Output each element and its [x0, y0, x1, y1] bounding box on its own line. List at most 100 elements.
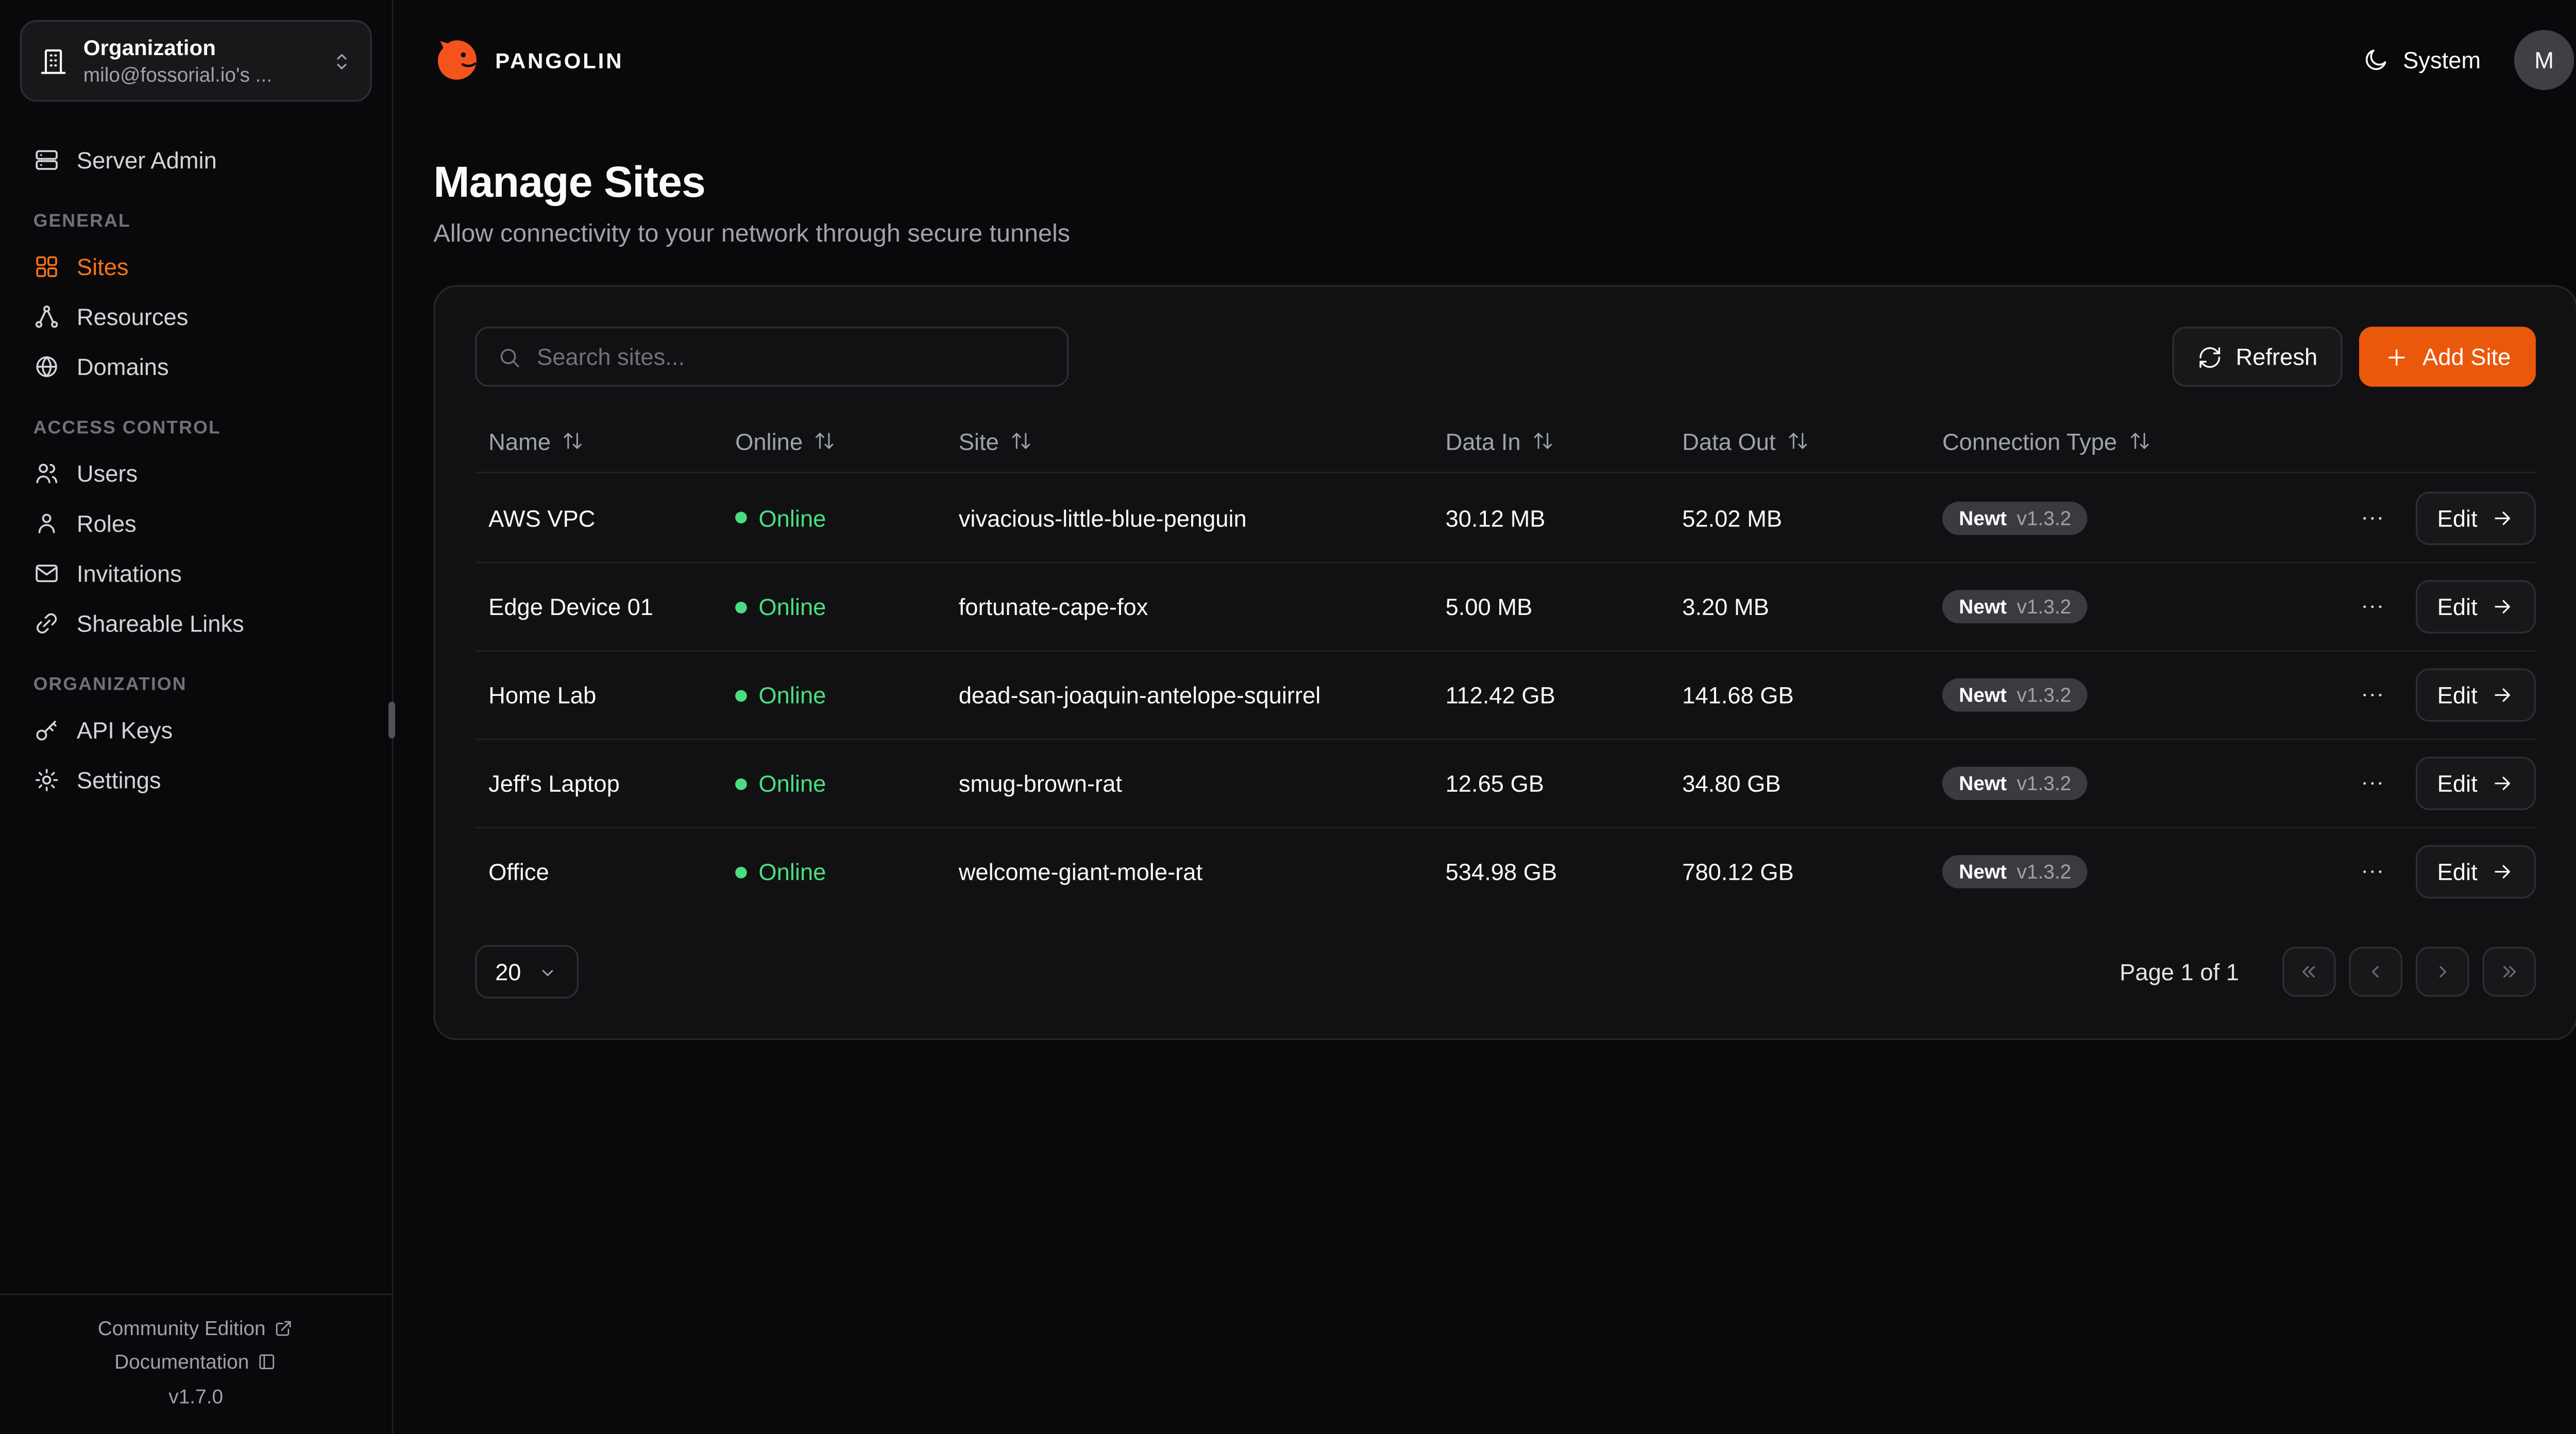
add-site-button[interactable]: Add Site [2359, 327, 2536, 387]
org-title: Organization [83, 35, 216, 60]
sidebar-item-shareable-links[interactable]: Shareable Links [20, 599, 372, 648]
page-subtitle: Allow connectivity to your network throu… [433, 220, 1071, 249]
site-slug: dead-san-joaquin-antelope-squirrel [958, 681, 1321, 709]
nav-section-organization: ORGANIZATION [33, 675, 187, 695]
sidebar-item-label: Settings [76, 766, 161, 794]
connection-name: Newt [1959, 683, 2007, 707]
connection-type-cell: Newt v1.3.2 [1929, 590, 2326, 624]
chevron-right-icon [2439, 966, 2447, 978]
table-header-row: Name Online Site Data In Data Out Connec… [475, 410, 2536, 474]
edit-button[interactable]: Edit [2415, 668, 2536, 722]
online-status: Online [722, 504, 945, 531]
community-edition-link[interactable]: Community Edition [0, 1312, 392, 1345]
online-label: Online [758, 593, 826, 620]
sidebar-item-sites[interactable]: Sites [20, 242, 372, 292]
brand[interactable]: PANGOLIN [433, 37, 623, 83]
connection-version: v1.3.2 [2016, 860, 2072, 884]
column-header-name[interactable]: Name [475, 428, 722, 454]
row-menu-button[interactable] [2352, 587, 2393, 627]
online-dot-icon [735, 689, 747, 701]
row-menu-button[interactable] [2352, 498, 2393, 538]
edit-button[interactable]: Edit [2415, 845, 2536, 899]
ellipsis-icon [2363, 870, 2382, 874]
sidebar-item-api-keys[interactable]: API Keys [20, 705, 372, 755]
data-out-value: 780.12 GB [1682, 858, 1794, 885]
edit-button[interactable]: Edit [2415, 580, 2536, 634]
site-name: AWS VPC [488, 504, 596, 531]
connection-name: Newt [1959, 772, 2007, 795]
sidebar-nav: Server Admin GENERAL Sites Resources Dom… [0, 122, 392, 1293]
column-header-data-out[interactable]: Data Out [1669, 428, 1929, 454]
edit-button[interactable]: Edit [2415, 491, 2536, 544]
table-row: Edge Device 01 Online fortunate-cape-fox… [475, 561, 2536, 651]
sidebar-resize-handle[interactable] [388, 702, 395, 739]
role-user-icon [38, 514, 55, 534]
org-switcher[interactable]: Organization milo@fossorial.io's ... [20, 20, 372, 102]
site-name: Edge Device 01 [488, 593, 654, 620]
sidebar-item-domains[interactable]: Domains [20, 342, 372, 391]
online-label: Online [758, 858, 826, 885]
card-toolbar: Refresh Add Site [475, 327, 2536, 387]
table-row: Jeff's Laptop Online smug-brown-rat 12.6… [475, 738, 2536, 827]
page-size-value: 20 [495, 958, 521, 985]
sort-icon [816, 433, 834, 449]
page-size-select[interactable]: 20 [475, 945, 578, 999]
connection-badge: Newt v1.3.2 [1942, 855, 2088, 889]
arrow-right-icon [2495, 600, 2511, 613]
data-in-value: 534.98 GB [1445, 858, 1557, 885]
documentation-link[interactable]: Documentation [0, 1345, 392, 1378]
theme-label: System [2403, 46, 2481, 74]
row-menu-button[interactable] [2352, 675, 2393, 715]
row-menu-button[interactable] [2352, 852, 2393, 892]
search-icon [500, 348, 519, 367]
search-input[interactable] [536, 343, 1047, 370]
edit-button[interactable]: Edit [2415, 757, 2536, 810]
site-slug: welcome-giant-mole-rat [958, 858, 1203, 885]
column-header-site[interactable]: Site [945, 428, 1432, 454]
column-header-connection-type[interactable]: Connection Type [1929, 428, 2326, 454]
sort-icon [1012, 433, 1030, 449]
online-status: Online [722, 593, 945, 620]
chevron-left-icon [2372, 966, 2379, 978]
chevrons-left-icon [2302, 966, 2315, 978]
sidebar-item-server-admin[interactable]: Server Admin [20, 135, 372, 185]
sidebar-item-label: Resources [76, 303, 189, 330]
last-page-button[interactable] [2482, 947, 2536, 997]
avatar[interactable]: M [2514, 30, 2574, 90]
sidebar-item-roles[interactable]: Roles [20, 499, 372, 549]
chevrons-up-down-icon [330, 49, 353, 72]
next-page-button[interactable] [2415, 947, 2469, 997]
refresh-button[interactable]: Refresh [2172, 327, 2343, 387]
online-label: Online [758, 770, 826, 797]
mail-icon [36, 565, 58, 583]
nav-section-access-control: ACCESS CONTROL [33, 418, 221, 439]
main-area: PANGOLIN System M Manage Sites Allow con… [394, 0, 2576, 1433]
sidebar-item-settings[interactable]: Settings [20, 755, 372, 805]
avatar-initial: M [2534, 46, 2554, 74]
row-menu-button[interactable] [2352, 763, 2393, 804]
sidebar-item-invitations[interactable]: Invitations [20, 549, 372, 599]
sites-grid-icon [36, 256, 57, 277]
chevrons-right-icon [2503, 966, 2516, 978]
sidebar-item-resources[interactable]: Resources [20, 292, 372, 342]
connection-badge: Newt v1.3.2 [1942, 766, 2088, 800]
column-header-data-in[interactable]: Data In [1432, 428, 1669, 454]
online-status: Online [722, 859, 945, 885]
version-label: v1.7.0 [168, 1385, 224, 1409]
sidebar-item-label: Invitations [76, 560, 182, 587]
add-site-label: Add Site [2422, 343, 2511, 370]
connection-type-cell: Newt v1.3.2 [1929, 766, 2326, 800]
connection-type-cell: Newt v1.3.2 [1929, 678, 2326, 712]
theme-toggle[interactable]: System [2363, 46, 2481, 74]
column-header-online[interactable]: Online [722, 428, 945, 454]
plus-icon [2388, 348, 2405, 365]
sidebar-item-users[interactable]: Users [20, 448, 372, 498]
data-out-value: 34.80 GB [1682, 770, 1781, 797]
pangolin-logo-icon [437, 40, 477, 80]
first-page-button[interactable] [2282, 947, 2336, 997]
prev-page-button[interactable] [2349, 947, 2403, 997]
connection-version: v1.3.2 [2016, 506, 2072, 530]
sidebar-item-label: Users [76, 460, 138, 487]
data-in-value: 112.42 GB [1445, 681, 1555, 709]
users-icon [36, 464, 58, 484]
